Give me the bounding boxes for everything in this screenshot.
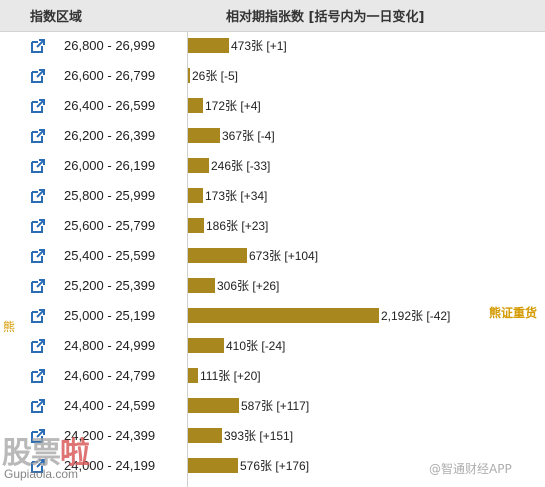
external-link-icon[interactable] [31, 339, 45, 353]
contract-count-bar [188, 338, 224, 353]
range-column-header: 指数区域 [30, 10, 83, 25]
contract-count-bar [188, 158, 209, 173]
external-link-icon[interactable] [31, 459, 45, 473]
table-row: 26,800 - 26,999 473张 [+1] [0, 32, 545, 62]
external-link-icon[interactable] [31, 399, 45, 413]
contract-count-bar [188, 218, 204, 233]
table-row: 24,000 - 24,199 576张 [+176] [0, 452, 545, 482]
index-range-label: 26,600 - 26,799 [64, 68, 156, 83]
table-header: 指数区域 相对期指张数 [括号内为一日变化] [0, 0, 545, 32]
contract-count-label: 186张 [+23] [206, 219, 269, 233]
table-row: 24,800 - 24,999 410张 [-24] [0, 332, 545, 362]
external-link-icon[interactable] [31, 219, 45, 233]
external-link-icon[interactable] [31, 129, 45, 143]
table-row: 24,400 - 24,599 587张 [+117] [0, 392, 545, 422]
contract-count-label: 393张 [+151] [224, 429, 294, 443]
watermark-logo-part2: 啦 [60, 436, 90, 471]
table-row: 24,600 - 24,799 111张 [+20] [0, 362, 545, 392]
table-row: 25,400 - 25,599 673张 [+104] [0, 242, 545, 272]
table-row: 24,200 - 24,399 393张 [+151] [0, 422, 545, 452]
index-range-label: 26,400 - 26,599 [64, 98, 156, 113]
contract-count-label: 673张 [+104] [249, 249, 319, 263]
watermark-right: @智通财经APP [429, 462, 512, 476]
external-link-icon[interactable] [31, 99, 45, 113]
index-range-label: 24,200 - 24,399 [64, 428, 156, 443]
contract-count-label: 306张 [+26] [217, 279, 280, 293]
table-row: 25,600 - 25,799 186张 [+23] [0, 212, 545, 242]
contract-count-bar [188, 428, 222, 443]
table-row: 25,200 - 25,399 306张 [+26] [0, 272, 545, 302]
contract-count-label: 576张 [+176] [240, 459, 310, 473]
contract-count-bar [188, 38, 229, 53]
table-row: 25,000 - 25,199 2,192张 [-42] [0, 302, 545, 332]
contract-count-label: 367张 [-4] [222, 129, 275, 143]
table-row: 26,200 - 26,399 367张 [-4] [0, 122, 545, 152]
contract-count-bar [188, 98, 203, 113]
index-range-label: 26,200 - 26,399 [64, 128, 156, 143]
external-link-icon[interactable] [31, 429, 45, 443]
external-link-icon[interactable] [31, 159, 45, 173]
external-link-icon[interactable] [31, 249, 45, 263]
external-link-icon[interactable] [31, 69, 45, 83]
external-link-icon[interactable] [31, 369, 45, 383]
index-range-label: 24,600 - 24,799 [64, 368, 156, 383]
table-row: 26,600 - 26,799 26张 [-5] [0, 62, 545, 92]
index-range-label: 25,800 - 25,999 [64, 188, 156, 203]
contract-count-bar [188, 188, 203, 203]
index-range-label: 26,800 - 26,999 [64, 38, 156, 53]
table-row: 26,000 - 26,199 246张 [-33] [0, 152, 545, 182]
contract-count-label: 173张 [+34] [205, 189, 268, 203]
index-range-label: 25,000 - 25,199 [64, 308, 156, 323]
contract-count-bar [188, 248, 247, 263]
index-range-label: 25,600 - 25,799 [64, 218, 156, 233]
bear-note-label: 熊证重货 [489, 306, 538, 320]
contract-count-bar [188, 398, 239, 413]
watermark-logo-text: 股票啦 [2, 428, 90, 472]
external-link-icon[interactable] [31, 309, 45, 323]
contract-count-bar [188, 308, 379, 323]
external-link-icon[interactable] [31, 189, 45, 203]
contract-count-bar [188, 128, 220, 143]
table-row: 26,400 - 26,599 172张 [+4] [0, 92, 545, 122]
contract-count-label: 473张 [+1] [231, 39, 287, 53]
bull-note-label: 熊 [3, 320, 16, 334]
contract-count-label: 246张 [-33] [211, 159, 271, 173]
external-link-icon[interactable] [31, 279, 45, 293]
external-link-icon[interactable] [31, 39, 45, 53]
index-range-label: 25,400 - 25,599 [64, 248, 156, 263]
contract-count-label: 26张 [-5] [192, 69, 239, 83]
index-range-label: 24,400 - 24,599 [64, 398, 156, 413]
chart-column-header: 相对期指张数 [括号内为一日变化] [226, 10, 425, 25]
contract-count-bar [188, 68, 190, 83]
bar-axis-line [187, 32, 188, 487]
index-range-label: 25,200 - 25,399 [64, 278, 156, 293]
contract-count-bar [188, 368, 198, 383]
contract-count-label: 172张 [+4] [205, 99, 261, 113]
index-range-label: 24,800 - 24,999 [64, 338, 156, 353]
table-row: 25,800 - 25,999 173张 [+34] [0, 182, 545, 212]
contract-count-bar [188, 278, 215, 293]
index-range-label: 26,000 - 26,199 [64, 158, 156, 173]
contract-count-label: 410张 [-24] [226, 339, 286, 353]
watermark-url: Gupiaola.com [4, 467, 79, 481]
contract-count-label: 587张 [+117] [241, 399, 310, 413]
contract-count-bar [188, 458, 238, 473]
contract-count-label: 111张 [+20] [200, 369, 261, 383]
watermark-left: 股票啦 Gupiaola.com [2, 428, 120, 487]
watermark-logo-part1: 股票 [2, 436, 61, 471]
index-range-label: 24,000 - 24,199 [64, 458, 156, 473]
contract-count-label: 2,192张 [-42] [381, 309, 451, 323]
